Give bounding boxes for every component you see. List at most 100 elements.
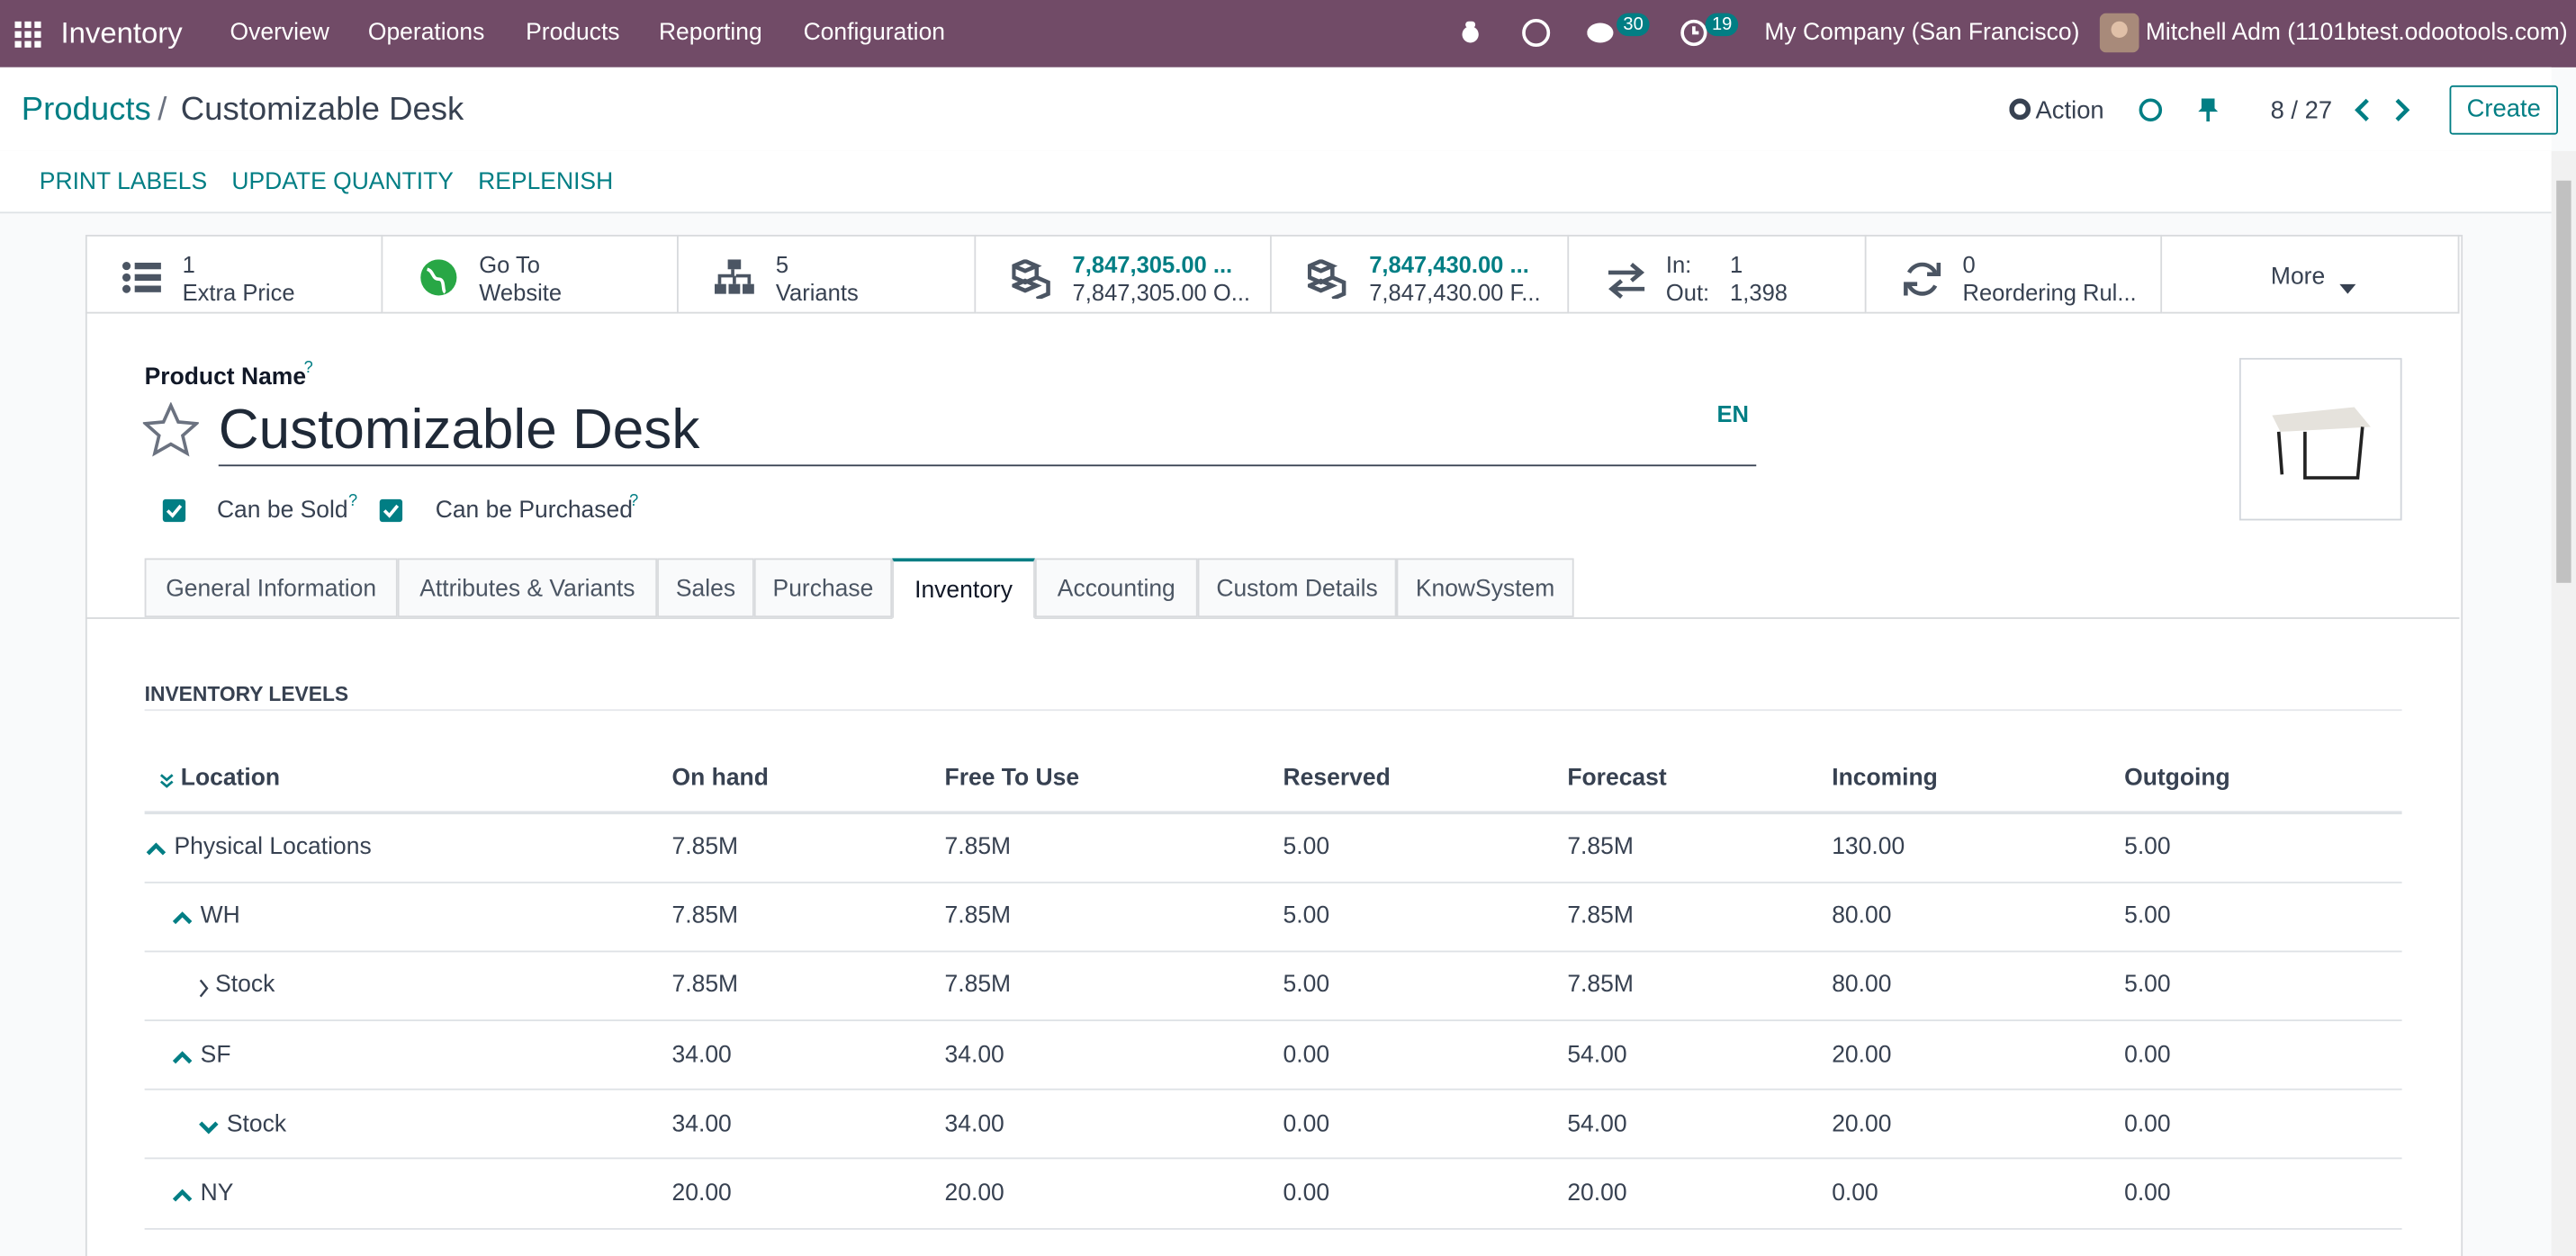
checkbox-label[interactable]: Can be Purchased [435,497,633,525]
status-button[interactable]: PRINT LABELS [39,168,208,196]
company[interactable]: My Company (San Francisco) [1764,19,2080,47]
smart-button-value[interactable]: 1 [182,251,195,278]
menu-item[interactable]: Operations [367,19,485,47]
status-button[interactable]: UPDATE QUANTITY [231,168,454,196]
table-cell: 20.00 [671,1180,732,1207]
control-panel [0,67,2552,153]
table-cell: 7.85M [1567,902,1634,930]
refresh-icon-svg [2139,98,2163,122]
table-cell: 0.00 [2124,1180,2171,1207]
smart-button-icon [1304,258,1351,303]
checkbox-label[interactable]: Can be Sold [216,497,348,525]
apps-icon[interactable] [14,21,41,48]
action-button[interactable]: Action [2035,96,2104,125]
bug-icon-svg [1462,21,1479,43]
row-toggle-svg [199,980,209,999]
app-name[interactable]: Inventory [60,16,183,49]
menu-item[interactable]: Products [526,19,620,47]
table-cell: 34.00 [671,1111,732,1138]
smart-button-label[interactable]: Website [479,279,563,306]
smart-button-cell[interactable] [1272,234,1570,314]
row-toggle [195,977,215,1003]
checkbox-svg [162,498,186,523]
more-caret-svg [2339,283,2356,294]
smart-button-value[interactable]: 7,847,305.00 ... [1072,251,1233,278]
menu-item[interactable]: Reporting [658,19,762,47]
smart-button-icon-svg [1304,258,1347,301]
in-out-icon-svg [1608,263,1645,300]
location-cell[interactable]: NY [200,1180,234,1207]
location-cell[interactable]: SF [200,1042,231,1069]
table-cell: 80.00 [1832,972,1892,1000]
reordering-label[interactable]: Reordering Rul... [1962,279,2137,306]
table-cell: 5.00 [1283,972,1330,1000]
activities-badge[interactable]: 19 [1705,13,1739,37]
smart-button-icon-svg [419,259,456,296]
smart-button-cell[interactable] [1865,234,2163,314]
smart-button-label[interactable]: Extra Price [182,279,295,306]
smart-button-cell[interactable] [382,234,680,314]
tabs-border [85,617,2460,619]
menu-item[interactable]: Overview [230,19,329,47]
smart-button-value[interactable]: 5 [775,251,789,278]
location-cell[interactable]: Stock [226,1111,287,1138]
gear-icon [2009,98,2031,124]
smart-button-label[interactable]: Variants [775,279,859,306]
product-name[interactable]: Customizable Desk [218,399,1757,467]
checkbox [379,498,403,527]
column-header[interactable]: Incoming [1832,765,1938,792]
breadcrumb-link[interactable]: Products [21,92,151,129]
chat-icon [1519,16,1553,54]
smart-button-value[interactable]: Go To [479,251,540,278]
smart-button-cell[interactable] [1569,234,1866,314]
language-button[interactable]: EN [1716,400,1749,427]
avatar [2099,13,2139,58]
tab[interactable]: Attributes & Variants [397,558,658,618]
reordering-value[interactable]: 0 [1962,251,1976,278]
status-button[interactable]: REPLENISH [478,168,614,196]
table-cell: 130.00 [1832,833,1905,861]
column-header[interactable]: Outgoing [2124,765,2230,792]
tab[interactable]: KnowSystem [1396,558,1574,618]
smart-button-icon [715,259,757,303]
user[interactable]: Mitchell Adm (1101btest.odootools.com) [2145,19,2568,47]
column-header[interactable]: Free To Use [944,765,1080,792]
gear-icon-svg [2009,98,2031,121]
table-cell: 7.85M [671,902,739,930]
column-header[interactable]: Location [180,765,281,792]
smart-button-cell[interactable] [679,234,976,314]
smart-button-label[interactable]: 7,847,430.00 F... [1369,279,1541,306]
location-cell[interactable]: Stock [215,972,275,1000]
table-cell: 54.00 [1567,1042,1627,1069]
scroll-thumb[interactable] [2556,180,2571,583]
tab[interactable]: Accounting [1034,558,1198,618]
smart-button-cell[interactable] [2162,234,2460,314]
column-header[interactable]: Reserved [1283,765,1391,792]
table-cell: 5.00 [2124,833,2171,861]
more-button[interactable]: More [2270,264,2326,291]
tab[interactable]: Purchase [753,558,893,618]
tab[interactable]: Sales [657,558,754,618]
column-header[interactable]: Forecast [1567,765,1667,792]
table-cell: 7.85M [944,902,1012,930]
table-cell: 54.00 [1567,1111,1627,1138]
row-rule [144,881,2402,883]
smart-button-cell[interactable] [85,234,383,314]
tab[interactable]: Custom Details [1197,558,1397,618]
scrollbar[interactable] [2551,150,2576,1256]
tab[interactable]: Inventory [892,558,1035,619]
location-cell[interactable]: WH [200,902,240,930]
create-button[interactable]: Create [2449,85,2558,135]
reorder-icon-svg [1903,262,1941,296]
column-header[interactable]: On hand [671,765,769,792]
in-value: 1 [1730,251,1743,278]
messages-badge[interactable]: 30 [1617,13,1651,37]
table-cell: 80.00 [1832,902,1892,930]
table-cell: 20.00 [944,1180,1004,1207]
smart-button-label[interactable]: 7,847,305.00 O... [1072,279,1251,306]
menu-item[interactable]: Configuration [803,19,946,47]
smart-button-cell[interactable] [975,234,1273,314]
location-cell[interactable]: Physical Locations [174,833,372,861]
tab[interactable]: General Information [144,558,398,618]
smart-button-value[interactable]: 7,847,430.00 ... [1369,251,1529,278]
